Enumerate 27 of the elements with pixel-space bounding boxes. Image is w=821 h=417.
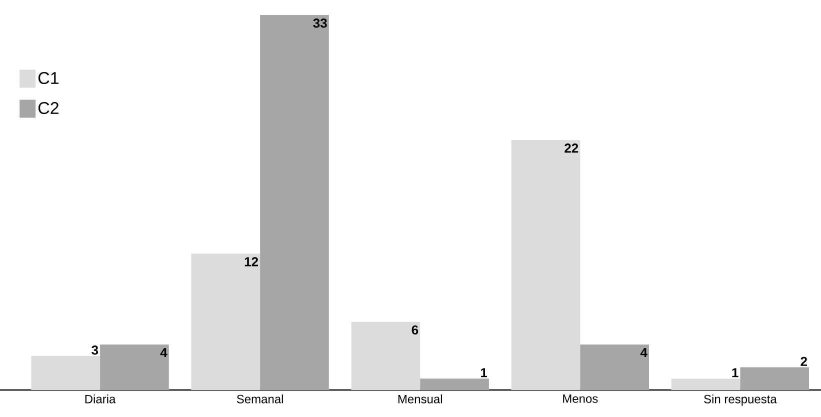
data-label: 12 xyxy=(244,257,258,266)
bar xyxy=(580,344,649,390)
data-label: 22 xyxy=(564,144,578,153)
legend-label: C1 xyxy=(38,72,59,84)
bar xyxy=(511,140,580,390)
data-label: 4 xyxy=(160,348,168,358)
data-label: 4 xyxy=(640,348,648,358)
bar xyxy=(671,378,740,390)
data-label: 2 xyxy=(800,356,807,366)
bar xyxy=(31,356,100,390)
data-label: 3 xyxy=(92,345,98,355)
data-label: 1 xyxy=(732,368,738,378)
x-tick-label: Mensual xyxy=(398,394,442,404)
bar xyxy=(260,14,329,390)
data-label: 33 xyxy=(313,18,327,28)
legend-label: C2 xyxy=(38,102,58,114)
x-tick-label: Diaria xyxy=(85,394,116,404)
data-label: 1 xyxy=(480,368,488,378)
x-tick-label: Semanal xyxy=(236,394,283,404)
bar xyxy=(351,322,420,390)
x-tick-label: Sin respuesta xyxy=(704,394,777,406)
bar xyxy=(191,254,260,390)
data-label: 6 xyxy=(412,325,418,335)
bar xyxy=(420,378,489,390)
x-tick-label: Menos xyxy=(563,394,598,403)
bar xyxy=(100,344,169,390)
bar xyxy=(740,367,810,390)
